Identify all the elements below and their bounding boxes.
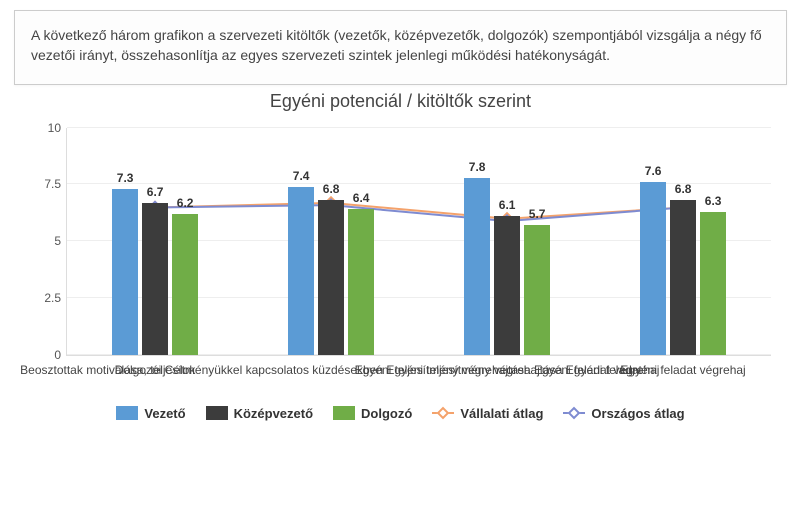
- legend-item: Vállalati átlag: [432, 406, 543, 421]
- bar-value-label: 7.6: [640, 164, 666, 178]
- chart-bar: 6.2: [172, 214, 198, 355]
- chart-plot-area: 02.557.5107.36.76.2Dolgozói Célok7.46.86…: [66, 128, 771, 356]
- bar-value-label: 6.8: [670, 182, 696, 196]
- y-axis-tick: 5: [31, 234, 61, 248]
- chart-group: 7.46.86.4Beosztottak motiválása, teljesí…: [243, 128, 419, 355]
- bar-value-label: 6.8: [318, 182, 344, 196]
- chart-bar: 6.3: [700, 212, 726, 355]
- bar-value-label: 7.4: [288, 169, 314, 183]
- legend-item: Dolgozó: [333, 406, 412, 421]
- chart-bar: 5.7: [524, 225, 550, 354]
- chart-group: 7.86.15.7Egyéni teljesítmény végrehajtás…: [419, 128, 595, 355]
- legend-label: Vállalati átlag: [460, 406, 543, 421]
- bar-value-label: 6.7: [142, 185, 168, 199]
- chart-bar: 6.4: [348, 209, 374, 354]
- chart-bar: 7.3: [112, 189, 138, 355]
- chart-group: 7.36.76.2Dolgozói Célok: [67, 128, 243, 355]
- chart-legend: Vezető Középvezető Dolgozó Vállalati átlag O…: [0, 406, 801, 424]
- legend-label: Országos átlag: [591, 406, 684, 421]
- legend-swatch: [333, 406, 355, 420]
- chart-bar: 6.7: [142, 203, 168, 355]
- chart-bar: 7.4: [288, 187, 314, 355]
- bar-value-label: 6.2: [172, 196, 198, 210]
- bar-value-label: 6.4: [348, 191, 374, 205]
- intro-text: A következő három grafikon a szervezeti …: [31, 27, 762, 63]
- y-axis-tick: 10: [31, 121, 61, 135]
- bar-value-label: 7.3: [112, 171, 138, 185]
- legend-item: Középvezető: [206, 406, 313, 421]
- intro-text-box: A következő három grafikon a szervezeti …: [14, 10, 787, 85]
- bar-value-label: 7.8: [464, 160, 490, 174]
- chart-container: 02.557.5107.36.76.2Dolgozói Célok7.46.86…: [26, 120, 775, 400]
- bar-value-label: 6.1: [494, 198, 520, 212]
- bar-value-label: 6.3: [700, 194, 726, 208]
- legend-line-swatch: [432, 406, 454, 420]
- chart-bar: 6.1: [494, 216, 520, 354]
- x-axis-label: Egyéni teljesítmény végrehajtása Egyéni …: [355, 363, 660, 377]
- y-axis-tick: 0: [31, 348, 61, 362]
- x-axis-label: Egyéni feladat végrehaj: [620, 363, 745, 377]
- chart-bar: 6.8: [318, 200, 344, 354]
- legend-swatch: [116, 406, 138, 420]
- legend-item: Országos átlag: [563, 406, 684, 421]
- legend-swatch: [206, 406, 228, 420]
- y-axis-tick: 2.5: [31, 291, 61, 305]
- legend-label: Vezető: [144, 406, 185, 421]
- y-axis-tick: 7.5: [31, 177, 61, 191]
- chart-group: 7.66.86.3Egyéni feladat végrehaj: [595, 128, 771, 355]
- chart-bar: 7.6: [640, 182, 666, 355]
- chart-title: Egyéni potenciál / kitöltők szerint: [0, 91, 801, 112]
- legend-line-swatch: [563, 406, 585, 420]
- chart-bar: 7.8: [464, 178, 490, 355]
- legend-label: Középvezető: [234, 406, 313, 421]
- bar-value-label: 5.7: [524, 207, 550, 221]
- legend-item: Vezető: [116, 406, 185, 421]
- legend-label: Dolgozó: [361, 406, 412, 421]
- chart-bar: 6.8: [670, 200, 696, 354]
